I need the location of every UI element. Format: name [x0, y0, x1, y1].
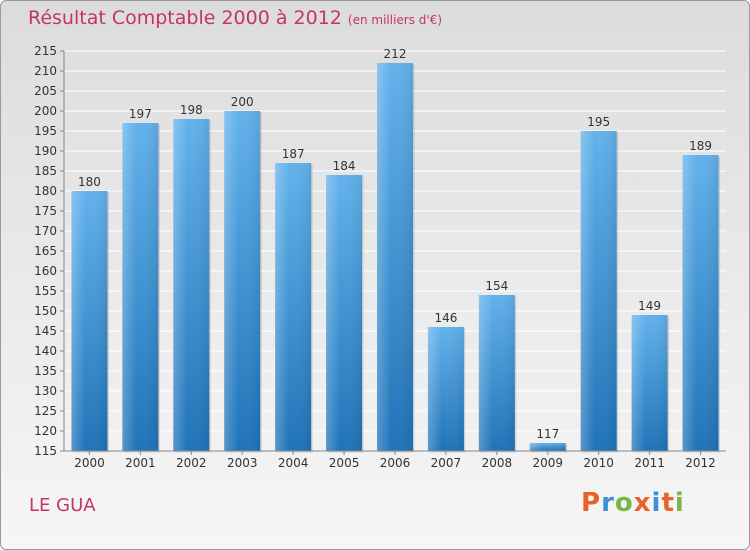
logo-letter: r: [601, 488, 615, 518]
bar-chart: 115 120 125 130 135 140 145 150 155 160 165 170 175 1…: [34, 44, 726, 470]
bar-group-2002: 198: [173, 103, 211, 453]
bar-shine: [580, 131, 617, 451]
y-tick-label: 140: [34, 344, 57, 358]
bar-shine: [631, 315, 668, 451]
bar-shine: [173, 119, 210, 451]
bar-value-label: 184: [333, 159, 356, 173]
y-tick-label: 125: [34, 404, 57, 418]
y-tick-label: 180: [34, 184, 57, 198]
bar-shine: [71, 191, 108, 451]
y-tick-label: 135: [34, 364, 57, 378]
unit-note: (en milliers d'€): [347, 13, 443, 27]
logo-letter: P: [581, 488, 602, 518]
x-tick-label: 2003: [227, 456, 258, 470]
x-tick-label: 2006: [380, 456, 411, 470]
bar-value-label: 198: [180, 103, 203, 117]
x-tick-label: 2007: [431, 456, 462, 470]
bar-shine: [224, 111, 261, 451]
logo-letter: i: [651, 488, 662, 518]
x-tick-label: 2004: [278, 456, 309, 470]
bar-value-label: 154: [485, 279, 508, 293]
bar-shine: [377, 63, 413, 451]
proxiti-logo[interactable]: Proxiti: [581, 488, 685, 518]
bar-value-label: 146: [434, 311, 457, 325]
bar-shine: [326, 175, 363, 451]
x-tick-label: 2001: [125, 456, 156, 470]
bar-shine: [478, 295, 515, 451]
bar-group-2003: 200: [224, 95, 262, 453]
bar-value-label: 117: [536, 427, 559, 441]
x-tick-label: 2010: [583, 456, 614, 470]
x-tick-label: 2012: [685, 456, 716, 470]
x-tick-label: 2005: [329, 456, 360, 470]
y-axis: 115 120 125 130 135 140 145 150 155 160 165 170 175 1…: [34, 44, 65, 458]
y-tick-label: 130: [34, 384, 57, 398]
bar-group-2001: 197: [122, 107, 160, 453]
commune-name: LE GUA: [29, 495, 96, 516]
y-tick-label: 185: [34, 164, 57, 178]
bar-shine: [427, 327, 464, 451]
x-tick-label: 2002: [176, 456, 207, 470]
x-tick-label: 2000: [74, 456, 105, 470]
y-tick-label: 195: [34, 124, 57, 138]
bar-group-2006: 212: [377, 47, 415, 453]
logo-letter: i: [674, 488, 685, 518]
y-tick-label: 145: [34, 324, 57, 338]
x-axis: 2000 2001 2002 2003 2004 2005 2006 2007 2008 2009…: [64, 450, 726, 470]
y-tick-label: 165: [34, 244, 57, 258]
bar-group-2008: 154: [478, 279, 517, 453]
bar-group-2005: 184: [326, 159, 364, 453]
bar-shine: [122, 123, 159, 451]
bar-value-label: 212: [384, 47, 407, 61]
y-tick-label: 200: [34, 104, 57, 118]
bar-shine: [529, 443, 566, 451]
bar-group-2009: 117: [529, 427, 568, 453]
bar-value-label: 197: [129, 107, 152, 121]
y-tick-label: 215: [34, 44, 57, 58]
y-tick-label: 115: [34, 444, 57, 458]
bar-group-2007: 146: [427, 311, 466, 453]
bar-value-label: 200: [231, 95, 254, 109]
bar-value-label: 149: [638, 299, 661, 313]
bar-group-2010: 195: [580, 115, 619, 453]
y-tick-label: 155: [34, 284, 57, 298]
x-tick-label: 2011: [634, 456, 665, 470]
bars: 180 197 198 200 187 184 212 146 154 117 195 149 189: [71, 47, 721, 453]
bar-value-label: 187: [282, 147, 305, 161]
bar-group-2004: 187: [275, 147, 313, 453]
bar-group-2012: 189: [682, 139, 721, 453]
chart-title: Résultat Comptable 2000 à 2012: [28, 7, 342, 29]
bar-value-label: 180: [78, 175, 101, 189]
bar-group-2011: 149: [631, 299, 670, 453]
bar-shine: [275, 163, 312, 451]
bar-shine: [682, 155, 719, 451]
y-tick-label: 190: [34, 144, 57, 158]
y-tick-label: 210: [34, 64, 57, 78]
logo-letter: t: [661, 488, 675, 518]
y-tick-label: 160: [34, 264, 57, 278]
y-tick-label: 170: [34, 224, 57, 238]
x-tick-label: 2008: [482, 456, 513, 470]
bar-value-label: 195: [587, 115, 610, 129]
bar-group-2000: 180: [71, 175, 109, 453]
logo-letter: o: [614, 488, 634, 518]
x-tick-label: 2009: [532, 456, 563, 470]
y-tick-label: 150: [34, 304, 57, 318]
chart-title-block: Résultat Comptable 2000 à 2012 (en millie…: [28, 7, 442, 29]
y-tick-label: 175: [34, 204, 57, 218]
y-tick-label: 205: [34, 84, 57, 98]
logo-letter: x: [633, 488, 652, 518]
y-tick-label: 120: [34, 424, 57, 438]
bar-value-label: 189: [689, 139, 712, 153]
